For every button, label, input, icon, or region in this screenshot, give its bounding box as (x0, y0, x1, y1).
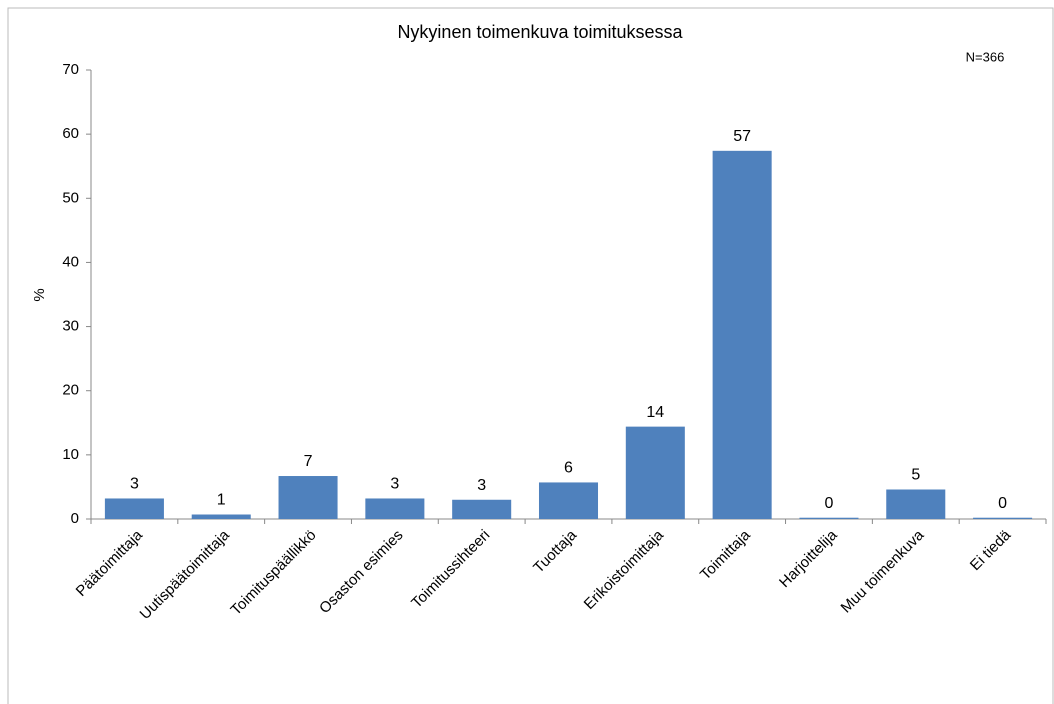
data-label: 14 (646, 404, 664, 421)
y-axis-label: % (31, 288, 48, 301)
data-label: 3 (477, 477, 486, 494)
x-tick-label: Harjoittelija (776, 526, 841, 591)
bar (973, 517, 1033, 519)
data-label: 0 (998, 495, 1007, 512)
bar (886, 489, 946, 519)
data-label: 5 (911, 467, 920, 484)
x-tick-label: Toimittaja (697, 526, 754, 583)
bar (278, 476, 338, 519)
data-label: 3 (390, 476, 399, 493)
bar (538, 482, 599, 519)
x-tick-label: Toimitussihteeri (408, 527, 493, 612)
data-label: 6 (564, 460, 573, 477)
data-label: 0 (825, 495, 834, 512)
y-tick-label: 0 (71, 510, 79, 527)
data-label: 3 (130, 476, 139, 493)
data-label: 7 (304, 453, 313, 470)
x-tick-label: Uutispäätoimittaja (137, 526, 234, 623)
y-tick-label: 60 (62, 125, 79, 142)
bar (799, 517, 859, 519)
x-tick-label: Osaston esimies (316, 527, 406, 617)
y-tick-label: 10 (62, 446, 79, 463)
y-tick-label: 70 (62, 61, 79, 78)
annotation: N=366 (966, 49, 1005, 64)
data-label: 57 (733, 128, 751, 145)
bar (452, 499, 512, 519)
bar (191, 514, 251, 519)
bar (365, 498, 425, 519)
y-tick-label: 20 (62, 382, 79, 399)
x-tick-label: Erikoistoimittaja (581, 526, 668, 613)
y-tick-label: 40 (62, 253, 79, 270)
x-tick-label: Muu toimenkuva (838, 526, 928, 616)
data-label: 1 (217, 492, 226, 509)
x-tick-label: Ei tiedä (967, 526, 1015, 574)
bar (104, 498, 164, 519)
bar (625, 426, 685, 519)
x-tick-label: Tuottaja (530, 526, 580, 576)
x-tick-label: Toimituspäällikkö (227, 527, 319, 619)
bar (712, 150, 772, 519)
chart-title: Nykyinen toimenkuva toimituksessa (397, 22, 683, 42)
y-tick-label: 30 (62, 318, 79, 335)
y-tick-label: 50 (62, 189, 79, 206)
chart-frame (7, 7, 1054, 704)
x-tick-label: Päätoimittaja (73, 526, 147, 600)
